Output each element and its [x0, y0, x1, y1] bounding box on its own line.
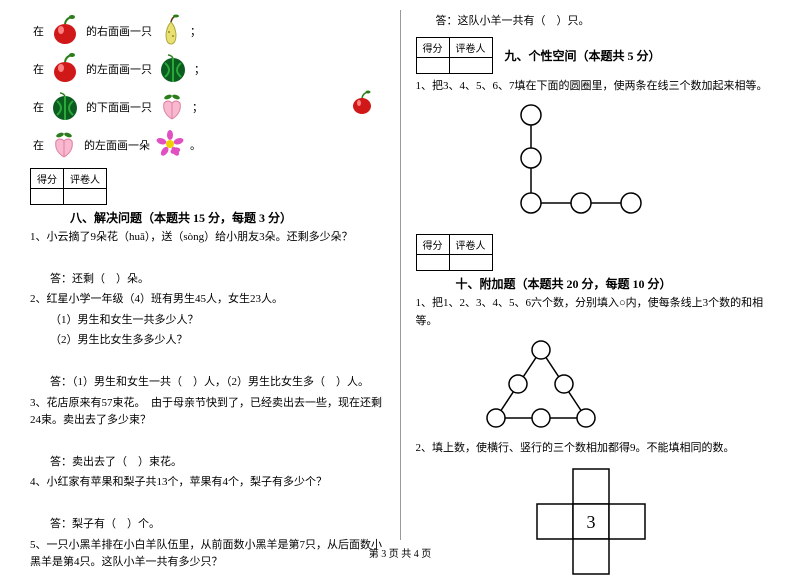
score-label: 得分	[31, 169, 64, 189]
row-post: ；	[190, 23, 201, 39]
grader-cell	[449, 255, 492, 271]
row-mid: 的左面画一只	[86, 61, 152, 77]
score-label: 得分	[416, 37, 449, 57]
grader-label: 评卷人	[64, 169, 107, 189]
grader-label: 评卷人	[449, 37, 492, 57]
row-mid: 的右面画一只	[86, 23, 152, 39]
section-8-title: 八、解决问题（本题共 15 分，每题 3 分）	[70, 209, 385, 226]
diagram-section9	[476, 103, 771, 226]
score-cell	[416, 255, 449, 271]
apple-icon	[50, 52, 80, 87]
q8-5: 5、一只小黑羊排在小白羊队伍里，从前面数小黑羊是第7只，从后面数小黑羊是第4只。…	[30, 537, 385, 572]
row-pre: 在	[33, 23, 44, 39]
q8-1: 1、小云摘了9朵花（huā），送（sòng）给小朋友3朵。还剩多少朵？	[30, 229, 385, 247]
right-column: 答：这队小羊一共有（ ）只。 得分评卷人 九、个性空间（本题共 5 分） 1、把…	[406, 10, 781, 540]
peach-icon	[50, 129, 78, 162]
draw-row-0: 在 的右面画一只 ；	[30, 14, 385, 48]
draw-row-3: 在 的左面画一朵 。	[30, 128, 385, 162]
q8-2: 2、红星小学一年级（4）班有男生45人，女生23人。	[30, 291, 385, 309]
q8-4-ans: 答：梨子有（ ）个。	[50, 516, 385, 534]
q8-2b: （2）男生比女生多多少人？	[50, 332, 385, 350]
q10-2: 2、填上数，使横行、竖行的三个数相加都得9。不能填相同的数。	[416, 440, 771, 458]
left-column: 在 的右面画一只 ； 在 的左面画一只 ； 在 的下面画一只 ； 在 的左面画一…	[20, 10, 395, 540]
row-post: 。	[190, 137, 201, 153]
q8-5-ans: 答：这队小羊一共有（ ）只。	[436, 13, 771, 31]
melon-icon	[158, 53, 188, 86]
row-post: ；	[194, 61, 205, 77]
grader-label: 评卷人	[449, 235, 492, 255]
row-post: ；	[192, 99, 203, 115]
grader-cell	[64, 189, 107, 205]
q8-4: 4、小红家有苹果和梨子共13个，苹果有4个，梨子有多少个？	[30, 474, 385, 492]
q8-2-ans: 答：（1）男生和女生一共（ ）人，（2）男生比女生多（ ）人。	[50, 374, 385, 392]
row-pre: 在	[33, 137, 44, 153]
flower-icon	[156, 130, 184, 161]
score-label: 得分	[416, 235, 449, 255]
diagram-section10-cross: 3	[526, 464, 771, 582]
peach-icon	[158, 91, 186, 124]
q8-3: 3、花店原来有57束花。 由于母亲节快到了，已经卖出去一些，现在还剩24束。卖出…	[30, 395, 385, 430]
cross-center-value: 3	[586, 512, 595, 532]
draw-row-1: 在 的左面画一只 ；	[30, 52, 385, 86]
q8-2a: （1）男生和女生一共多少人？	[50, 312, 385, 330]
q9-1: 1、把3、4、5、6、7填在下面的圆圈里，使两条在线三个数加起来相等。	[416, 78, 771, 96]
score-cell	[416, 57, 449, 73]
score-table: 得分评卷人	[30, 168, 107, 205]
score-table: 得分评卷人	[416, 37, 493, 74]
score-row-10: 得分评卷人	[416, 234, 771, 271]
score-row-8: 得分评卷人	[30, 168, 385, 205]
pear-icon	[158, 14, 184, 49]
small-apple-icon	[350, 90, 374, 119]
grader-cell	[449, 57, 492, 73]
score-table: 得分评卷人	[416, 234, 493, 271]
apple-icon	[50, 14, 80, 49]
section-10-title: 十、附加题（本题共 20 分，每题 10 分）	[456, 275, 771, 292]
column-divider	[400, 10, 401, 540]
draw-row-2: 在 的下面画一只 ；	[30, 90, 385, 124]
row-mid: 的左面画一朵	[84, 137, 150, 153]
q10-1: 1、把1、2、3、4、5、6六个数，分别填入○内，使每条线上3个数的和相等。	[416, 295, 771, 330]
score-row-9: 得分评卷人 九、个性空间（本题共 5 分）	[416, 37, 771, 74]
row-mid: 的下面画一只	[86, 99, 152, 115]
q8-1-ans: 答：还剩（ ）朵。	[50, 271, 385, 289]
melon-icon	[50, 91, 80, 124]
q8-3-ans: 答：卖出去了（ ）束花。	[50, 454, 385, 472]
diagram-section10-triangle	[476, 336, 771, 434]
row-pre: 在	[33, 61, 44, 77]
score-cell	[31, 189, 64, 205]
row-pre: 在	[33, 99, 44, 115]
section-9-title: 九、个性空间（本题共 5 分）	[505, 47, 661, 64]
